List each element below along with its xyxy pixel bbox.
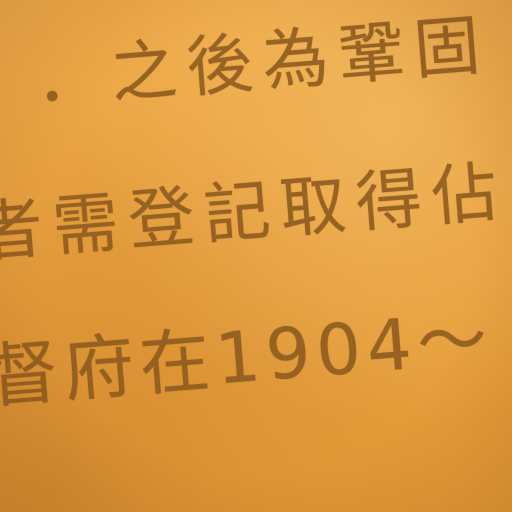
text-line-2: 者需登記取得佔: [0, 153, 511, 272]
text-line-1: ．之後為鞏固: [32, 6, 493, 119]
text-line-3: 督府在1904～: [0, 296, 497, 419]
